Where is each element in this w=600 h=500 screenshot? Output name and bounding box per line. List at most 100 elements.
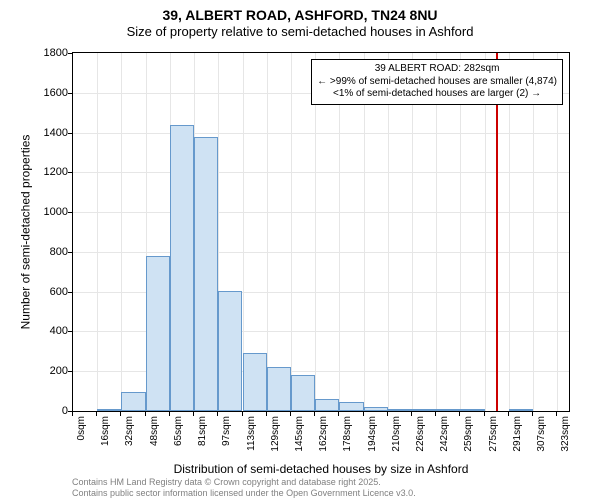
gridline-v	[267, 53, 268, 411]
x-tick-mark	[556, 412, 557, 416]
footer-attribution: Contains HM Land Registry data © Crown c…	[72, 477, 416, 498]
y-tick-label: 600	[8, 286, 68, 298]
x-tick-mark	[169, 412, 170, 416]
histogram-bar	[170, 125, 194, 411]
gridline-v	[485, 53, 486, 411]
x-tick-mark	[314, 412, 315, 416]
gridline-v	[364, 53, 365, 411]
x-tick-label: 307sqm	[536, 416, 547, 452]
annotation-line-2: ← >99% of semi-detached houses are small…	[317, 76, 557, 89]
histogram-bar	[291, 375, 315, 411]
x-tick-label: 210sqm	[391, 416, 402, 452]
x-tick-label: 242sqm	[439, 416, 450, 452]
x-tick-label: 113sqm	[246, 416, 257, 451]
x-tick-label: 48sqm	[149, 416, 160, 446]
gridline-v	[412, 53, 413, 411]
y-axis-label: Number of semi-detached properties	[18, 52, 32, 412]
x-tick-mark	[435, 412, 436, 416]
x-tick-mark	[508, 412, 509, 416]
chart-title: 39, ALBERT ROAD, ASHFORD, TN24 8NU	[0, 0, 600, 24]
x-tick-mark	[193, 412, 194, 416]
x-tick-label: 323sqm	[560, 416, 571, 452]
x-tick-mark	[72, 412, 73, 416]
y-tick-label: 1400	[8, 127, 68, 139]
x-tick-mark	[266, 412, 267, 416]
histogram-bar	[218, 291, 242, 411]
y-tick-mark	[68, 331, 72, 332]
gridline-v	[388, 53, 389, 411]
x-tick-mark	[217, 412, 218, 416]
gridline-v	[121, 53, 122, 411]
x-tick-label: 97sqm	[221, 416, 232, 446]
gridline-v	[291, 53, 292, 411]
x-tick-mark	[242, 412, 243, 416]
x-tick-mark	[96, 412, 97, 416]
histogram-bar	[315, 399, 339, 411]
plot-area: 39 ALBERT ROAD: 282sqm ← >99% of semi-de…	[72, 52, 570, 412]
histogram-bar	[509, 409, 533, 411]
x-tick-label: 145sqm	[294, 416, 305, 452]
y-tick-label: 1800	[8, 47, 68, 59]
histogram-bar	[388, 409, 412, 411]
x-axis-label: Distribution of semi-detached houses by …	[72, 462, 570, 476]
y-tick-label: 1600	[8, 87, 68, 99]
x-tick-mark	[120, 412, 121, 416]
y-tick-label: 1000	[8, 206, 68, 218]
gridline-v	[557, 53, 558, 411]
y-tick-label: 0	[8, 405, 68, 417]
gridline-v	[339, 53, 340, 411]
y-tick-mark	[68, 252, 72, 253]
annotation-box: 39 ALBERT ROAD: 282sqm ← >99% of semi-de…	[311, 59, 563, 105]
y-tick-label: 400	[8, 325, 68, 337]
y-tick-mark	[68, 133, 72, 134]
x-tick-label: 291sqm	[512, 416, 523, 452]
histogram-bar	[121, 392, 145, 411]
histogram-bar	[412, 409, 436, 411]
y-tick-label: 200	[8, 365, 68, 377]
histogram-bar	[194, 137, 218, 411]
histogram-bar	[339, 402, 363, 411]
gridline-v	[460, 53, 461, 411]
x-tick-label: 275sqm	[488, 416, 499, 452]
footer-line-2: Contains public sector information licen…	[72, 488, 416, 498]
annotation-line-1: 39 ALBERT ROAD: 282sqm	[317, 63, 557, 76]
y-tick-mark	[68, 371, 72, 372]
x-tick-label: 0sqm	[76, 416, 87, 440]
y-tick-mark	[68, 172, 72, 173]
histogram-bar	[460, 409, 484, 411]
x-tick-label: 129sqm	[270, 416, 281, 452]
x-tick-label: 16sqm	[100, 416, 111, 446]
x-tick-label: 162sqm	[318, 416, 329, 452]
x-tick-mark	[338, 412, 339, 416]
x-tick-mark	[290, 412, 291, 416]
histogram-bar	[364, 407, 388, 411]
x-tick-label: 65sqm	[173, 416, 184, 446]
x-tick-mark	[484, 412, 485, 416]
gridline-v	[509, 53, 510, 411]
histogram-bar	[97, 409, 121, 411]
x-tick-mark	[459, 412, 460, 416]
x-tick-mark	[411, 412, 412, 416]
y-tick-label: 1200	[8, 166, 68, 178]
x-tick-mark	[532, 412, 533, 416]
histogram-bar	[436, 409, 460, 411]
gridline-v	[533, 53, 534, 411]
histogram-bar	[267, 367, 291, 411]
x-tick-mark	[363, 412, 364, 416]
chart-subtitle: Size of property relative to semi-detach…	[0, 24, 600, 43]
y-tick-mark	[68, 212, 72, 213]
histogram-bar	[146, 256, 170, 411]
chart-container: 39, ALBERT ROAD, ASHFORD, TN24 8NU Size …	[0, 0, 600, 500]
x-tick-label: 32sqm	[124, 416, 135, 446]
x-tick-label: 178sqm	[342, 416, 353, 452]
x-tick-label: 81sqm	[197, 416, 208, 446]
gridline-v	[97, 53, 98, 411]
x-tick-label: 226sqm	[415, 416, 426, 452]
x-tick-label: 259sqm	[463, 416, 474, 452]
reference-line	[496, 53, 498, 411]
x-tick-label: 194sqm	[367, 416, 378, 452]
x-tick-mark	[145, 412, 146, 416]
footer-line-1: Contains HM Land Registry data © Crown c…	[72, 477, 416, 487]
y-tick-label: 800	[8, 246, 68, 258]
annotation-line-3: <1% of semi-detached houses are larger (…	[317, 88, 557, 101]
